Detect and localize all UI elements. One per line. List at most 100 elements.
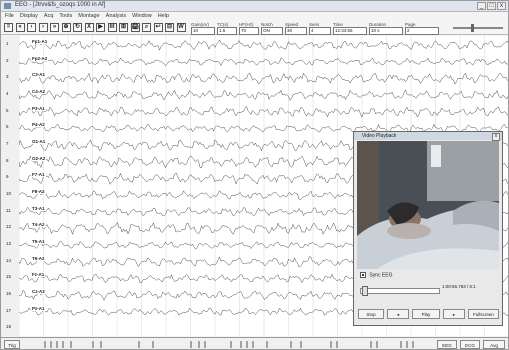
channel-number: 18 bbox=[6, 324, 12, 330]
channel-label[interactable]: Pz-A1 bbox=[31, 305, 46, 311]
toolbar-field-value[interactable]: 4 bbox=[309, 27, 331, 35]
channel-label[interactable]: O2-A2 bbox=[31, 155, 47, 161]
toolbar-field-2[interactable]: HF(Hz) 70 bbox=[239, 22, 259, 35]
sync-checkbox[interactable]: Sync EEG bbox=[360, 272, 392, 278]
video-image bbox=[357, 141, 499, 269]
channel-label[interactable]: T5-A1 bbox=[31, 239, 46, 244]
toolbar-button-11[interactable]: 🖨 bbox=[130, 23, 140, 32]
toolbar-button-9[interactable]: III bbox=[107, 23, 117, 32]
channel-label[interactable]: O1-A1 bbox=[31, 139, 47, 144]
channel-number: 4 bbox=[6, 91, 9, 96]
channel-label[interactable]: P3-A1 bbox=[31, 105, 46, 111]
video-step-back-button[interactable]: ◂ bbox=[387, 309, 409, 319]
video-play-button[interactable]: Play bbox=[412, 309, 440, 319]
toolbar-field-value[interactable]: 10 bbox=[191, 27, 215, 35]
toolbar-field-6[interactable]: Time 12:34:56 bbox=[333, 22, 367, 35]
toolbar-button-10[interactable]: ⊞ bbox=[119, 23, 128, 32]
toolbar-field-0[interactable]: Gain(uV) 10 bbox=[191, 22, 215, 35]
seek-thumb[interactable] bbox=[362, 286, 368, 296]
channel-label[interactable]: Fz-A1 bbox=[31, 272, 46, 278]
channel-label[interactable]: Cz-A2 bbox=[31, 289, 46, 294]
status-ecg-button[interactable]: ECG bbox=[460, 340, 480, 349]
channel-label[interactable]: Fp1-A1 bbox=[31, 39, 49, 44]
toolbar-field-8[interactable]: Page 2 bbox=[405, 22, 439, 35]
scroll-slider[interactable] bbox=[453, 27, 503, 29]
channel-label[interactable]: C3-A1 bbox=[31, 72, 47, 78]
channel-number: 6 bbox=[6, 124, 9, 130]
eeg-trace bbox=[18, 105, 508, 118]
channel-label[interactable]: F7-A1 bbox=[31, 172, 46, 178]
toolbar-field-label: Duration bbox=[369, 22, 387, 27]
toolbar-button-6[interactable]: ↻ bbox=[73, 23, 82, 32]
channel-label[interactable]: T6-A2 bbox=[31, 255, 46, 261]
scroll-slider-thumb[interactable] bbox=[471, 24, 474, 32]
menu-analysis[interactable]: Analysis bbox=[105, 13, 127, 19]
toolbar-field-value[interactable]: 70 bbox=[239, 27, 259, 35]
toolbar-button-3[interactable]: › bbox=[38, 23, 48, 32]
status-eeg-button[interactable]: EEG bbox=[437, 340, 457, 349]
channel-number: 11 bbox=[6, 207, 11, 213]
video-fullscreen-button[interactable]: Fullscreen bbox=[468, 309, 499, 319]
channel-number: 10 bbox=[6, 191, 12, 196]
channel-number: 16 bbox=[6, 291, 12, 296]
toolbar-field-1[interactable]: TC(s) 1.5 bbox=[217, 22, 237, 35]
sync-label: Sync EEG bbox=[369, 272, 393, 279]
eeg-trace bbox=[18, 57, 508, 67]
toolbar-button-14[interactable]: ⊟ bbox=[165, 23, 174, 32]
toolbar-field-label: HF(Hz) bbox=[239, 22, 254, 27]
toolbar-field-3[interactable]: Notch ON bbox=[261, 22, 283, 35]
menu-acq[interactable]: Acq bbox=[43, 13, 54, 19]
toolbar-button-8[interactable]: ▶ bbox=[96, 23, 105, 32]
toolbar-field-label: TC(s) bbox=[217, 22, 229, 27]
title-bar: EEG - [Jtrvv&fs_ozoqs 1000 in Af] _ □ x bbox=[1, 1, 508, 12]
menu-tools[interactable]: Tools bbox=[59, 13, 73, 19]
toolbar-button-12[interactable]: ⌕ bbox=[142, 23, 151, 32]
menu-display[interactable]: Display bbox=[19, 13, 38, 19]
toolbar-field-value[interactable]: ON bbox=[261, 27, 283, 35]
video-stop-button[interactable]: Stop bbox=[358, 309, 384, 319]
eeg-trace bbox=[18, 89, 508, 101]
maximize-button[interactable]: □ bbox=[487, 2, 496, 10]
trigger-label[interactable]: Trig bbox=[4, 340, 20, 349]
toolbar-field-4[interactable]: Speed 30 bbox=[285, 22, 307, 35]
toolbar-button-4[interactable]: » bbox=[50, 23, 59, 32]
menu-montage[interactable]: Montage bbox=[78, 13, 100, 19]
channel-number: 15 bbox=[6, 274, 12, 280]
toolbar-button-2[interactable]: ‹ bbox=[27, 23, 36, 32]
menu-help[interactable]: Help bbox=[157, 13, 170, 19]
toolbar-field-label: Notch bbox=[261, 22, 273, 27]
event-markers bbox=[44, 341, 414, 348]
eeg-trace bbox=[18, 72, 508, 85]
channel-label[interactable]: T3-A1 bbox=[31, 205, 46, 211]
channel-label[interactable]: Fp2-A2 bbox=[31, 55, 49, 61]
toolbar-field-value[interactable]: 2 bbox=[405, 27, 439, 35]
status-avg-button[interactable]: Avg bbox=[483, 340, 505, 349]
toolbar-field-value[interactable]: 12:34:56 bbox=[333, 27, 367, 35]
minimize-button[interactable]: _ bbox=[477, 2, 486, 10]
video-step-forward-button[interactable]: ▸ bbox=[443, 309, 465, 319]
video-close-button[interactable]: x bbox=[492, 133, 500, 141]
channel-label[interactable]: C4-A2 bbox=[31, 89, 47, 94]
toolbar-field-value[interactable]: 10 s bbox=[369, 27, 403, 35]
toolbar-button-13[interactable]: ↩ bbox=[153, 23, 163, 32]
close-button[interactable]: x bbox=[497, 2, 506, 10]
toolbar-button-1[interactable]: « bbox=[15, 23, 25, 32]
toolbar-field-7[interactable]: Duration 10 s bbox=[369, 22, 403, 35]
toolbar-field-5[interactable]: Sens 4 bbox=[309, 22, 331, 35]
channel-label[interactable]: P4-A2 bbox=[31, 122, 46, 128]
toolbar-button-5[interactable]: ⊕ bbox=[61, 23, 71, 32]
toolbar-field-value[interactable]: 30 bbox=[285, 27, 307, 35]
toolbar-field-label: Page bbox=[405, 22, 416, 27]
toolbar-button-0[interactable]: = bbox=[4, 23, 13, 32]
channel-label[interactable]: F8-A2 bbox=[31, 189, 46, 194]
toolbar-button-15[interactable]: W bbox=[176, 23, 186, 32]
video-frame bbox=[357, 141, 499, 269]
toolbar-field-value[interactable]: 1.5 bbox=[217, 27, 237, 35]
video-seek-slider[interactable] bbox=[360, 286, 440, 296]
menu-file[interactable]: File bbox=[5, 13, 14, 19]
menu-window[interactable]: Window bbox=[132, 13, 152, 19]
channel-label[interactable]: T4-A2 bbox=[31, 222, 46, 228]
toolbar-button-7[interactable]: X bbox=[84, 23, 94, 32]
status-bar: Trig EEG ECG Avg bbox=[1, 337, 508, 349]
